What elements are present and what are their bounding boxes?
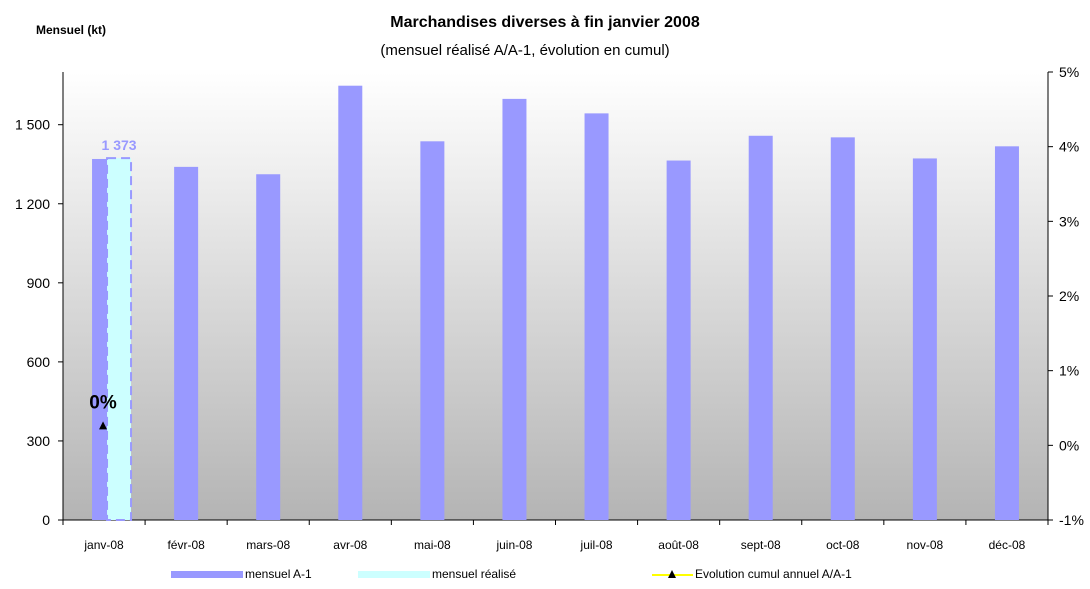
chart-title: Marchandises diverses à fin janvier 2008 [390,14,700,31]
y2-tick-label: 1% [1059,363,1079,379]
y-tick-label: 900 [27,275,51,291]
x-tick-label: juin-08 [495,538,532,552]
bar-mensuel-a1 [666,160,691,520]
x-tick-label: oct-08 [826,538,860,552]
y2-tick-label: 0% [1059,437,1079,453]
x-tick-label: févr-08 [167,538,205,552]
legend: mensuel A-1 mensuel réalisé Evolution cumu… [171,567,852,581]
legend-swatch-mensuel-a1 [171,571,243,578]
y2-tick-label: 4% [1059,139,1079,155]
bar-mensuel-a1 [256,174,281,521]
bar-mensuel-a1 [912,158,937,520]
x-tick-label: août-08 [658,538,699,552]
x-axis: janv-08 févr-08 mars-08 avr-08 mai-08 juin-08… [62,519,1049,552]
y2-tick-label: 3% [1059,213,1079,229]
x-tick-label: janv-08 [83,538,124,552]
plot-area [63,72,1048,520]
x-tick-label: déc-08 [989,538,1026,552]
legend-label-mensuel-a1: mensuel A-1 [245,567,312,581]
y-tick-label: 1 200 [15,196,50,212]
y2-tick-label: 2% [1059,288,1079,304]
line-data-label: 0% [89,392,117,413]
bar-mensuel-a1 [994,146,1019,520]
y-axis-title: Mensuel (kt) [36,23,106,37]
y-tick-label: 300 [27,433,51,449]
bar-mensuel-realise [106,157,133,522]
bar-mensuel-a1 [748,135,773,521]
bar-data-label: 1 373 [102,137,137,153]
y2-tick-label: 5% [1059,64,1079,80]
bar-mensuel-a1 [830,137,855,521]
bar-mensuel-a1 [584,113,609,520]
y-tick-label: 1 500 [15,117,50,133]
legend-swatch-mensuel-realise [358,571,430,578]
bar-mensuel-a1 [502,98,527,520]
line-marker [99,421,108,430]
legend-label-evolution: Evolution cumul annuel A/A-1 [695,567,852,581]
y-tick-label: 0 [42,512,50,528]
bar-mensuel-a1 [420,141,445,521]
legend-swatch-evolution-marker [668,570,676,578]
y-axis: 0 300 600 900 1 200 1 500 [15,72,64,528]
y2-tick-label: -1% [1059,512,1084,528]
bar-mensuel-a1 [174,166,199,520]
chart-subtitle: (mensuel réalisé A/A-1, évolution en cum… [380,42,669,59]
x-tick-label: nov-08 [907,538,944,552]
legend-label-mensuel-realise: mensuel réalisé [432,567,516,581]
x-tick-label: mars-08 [246,538,290,552]
bars-group: 1 373 [92,85,1019,522]
y-tick-label: 600 [27,354,51,370]
line-series-group: 0% [89,392,117,430]
x-tick-label: sept-08 [741,538,781,552]
x-tick-label: juil-08 [580,538,613,552]
x-tick-label: mai-08 [414,538,451,552]
x-tick-label: avr-08 [333,538,367,552]
bar-mensuel-a1 [338,85,363,521]
y2-axis: -1% 0% 1% 2% 3% 4% 5% [1047,64,1084,528]
